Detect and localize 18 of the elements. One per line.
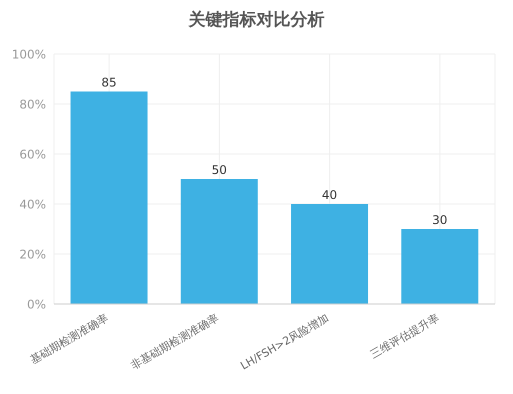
bar xyxy=(180,179,258,304)
y-tick-label: 80% xyxy=(19,97,46,112)
data-label: 85 xyxy=(101,76,117,90)
x-tick-label: 非基础期检测准确率 xyxy=(128,311,221,372)
y-tick-label: 100% xyxy=(12,47,46,62)
x-tick-label: 基础期检测准确率 xyxy=(28,311,111,367)
bar xyxy=(70,92,148,304)
data-label: 40 xyxy=(322,188,338,202)
y-tick-label: 0% xyxy=(26,297,46,312)
x-tick-label: 三维评估提升率 xyxy=(368,311,442,362)
bar xyxy=(291,204,368,304)
bar xyxy=(401,229,478,304)
data-label: 30 xyxy=(432,213,448,227)
y-tick-label: 20% xyxy=(19,247,46,262)
data-label: 50 xyxy=(212,163,227,177)
y-tick-label: 40% xyxy=(19,197,46,212)
y-tick-label: 60% xyxy=(19,147,46,162)
chart-title: 关键指标对比分析 xyxy=(187,9,326,32)
